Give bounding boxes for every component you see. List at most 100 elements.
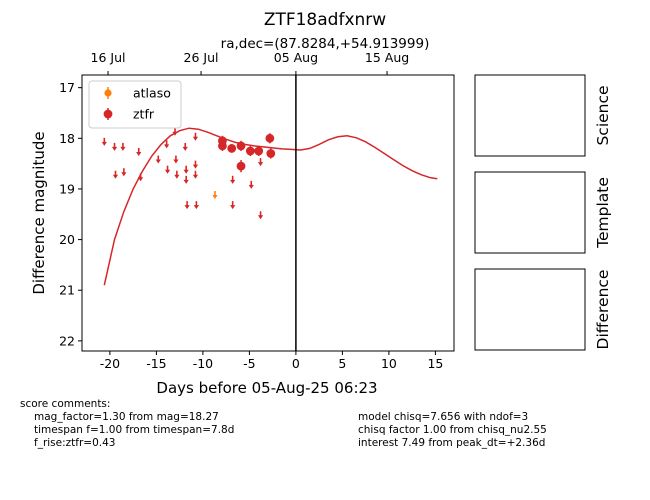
ztfr-detection-5 [245,145,255,157]
ztfr-detection-6 [254,145,264,157]
x-tick-label-1: -15 [146,356,166,371]
model-curve [103,127,438,286]
comment-interest: interest 7.49 from peak_dt=+2.36d [358,437,546,449]
ztfr-upper-limit-14 [183,165,189,174]
ztfr-point-2 [227,144,237,153]
ztfr-point-5 [245,146,255,156]
ztfr-upper-limit-16-head [184,205,190,210]
ztfr-upper-limit-9 [164,165,171,174]
ztfr-upper-limit-9-head [164,169,171,174]
ztfr-upper-limit-1-head [111,146,118,151]
ztfr-upper-limit-15 [183,175,189,184]
top-tick-label-2: 05 Aug [274,50,318,65]
ztfr-detection-2 [227,144,237,153]
ztfr-upper-limit-25 [257,211,264,220]
ztfr-upper-limit-12-head [174,174,180,179]
legend-box [88,80,182,129]
comment-chisq-factor: chisq factor 1.00 from chisq_nu2.55 [358,424,547,436]
ztfr-upper-limit-4 [121,168,127,177]
ztfr-upper-limit-8-head [164,144,170,149]
ztfr-upper-limit-18-head [192,164,199,169]
x-tick-label-2: -10 [193,356,213,371]
ztfr-upper-limit-22 [230,201,236,210]
template-panel-label: Template [594,177,612,249]
ztfr-point-1 [218,141,227,151]
ztfr-upper-limit-2 [112,170,119,179]
ztfr-upper-limit-13-head [182,146,188,151]
ztfr-upper-limit-0-head [101,141,107,146]
ztfr-upper-limit-1 [111,142,118,151]
score-comments: score comments: mag_factor=1.30 from mag… [20,398,234,450]
comment-mag-factor: mag_factor=1.30 from mag=18.27 [34,411,219,423]
ztfr-detection-4 [236,160,246,173]
x-tick-label-3: -5 [243,356,255,371]
x-tick-label-6: 10 [381,356,397,371]
y-tick-label-1: 18 [59,131,75,146]
ztfr-upper-limit-7-head [155,159,161,164]
ztfr-upper-limit-19-head [192,174,199,179]
ztfr-point-6 [254,146,264,156]
ztfr-upper-limit-6 [137,173,144,182]
model-comments: model chisq=7.656 with ndof=3 chisq fact… [358,411,547,450]
ztfr-upper-limit-13 [182,142,188,151]
chart-subtitle: ra,dec=(87.8284,+54.913999) [221,36,430,52]
ztfr-point-7 [265,133,275,143]
top-tick-label-3: 15 Aug [365,50,409,65]
ztfr-upper-limit-24 [257,158,264,167]
ztfr-upper-limit-14-head [183,169,189,174]
ztfr-upper-limit-6-head [137,177,144,182]
ztfr-upper-limit-17 [192,132,199,141]
comment-f-rise: f_rise:ztfr=0.43 [34,437,116,449]
ztfr-upper-limit-20 [193,201,199,210]
ztfr-upper-limit-8 [164,140,170,149]
ztfr-upper-limit-7 [155,155,161,164]
ztfr-point-4 [236,161,246,171]
legend-marker-ztfr [103,109,113,119]
y-tick-label-5: 22 [59,333,75,348]
comment-model-chisq: model chisq=7.656 with ndof=3 [358,411,529,423]
x-tick-label-0: -20 [100,356,120,371]
ztfr-upper-limit-21-head [230,179,236,184]
legend-label-atlaso: atlaso [133,86,171,101]
ztfr-upper-limit-21 [230,175,236,184]
plot-area: -20 -15 -10 -5 0 5 10 15 17 18 19 20 21 22 16 Jul 26 Ju… [59,50,455,371]
y-tick-label-0: 17 [59,80,75,95]
ztfr-upper-limit-11 [173,155,179,164]
y-tick-label-2: 19 [59,181,75,196]
chart-title: ZTF18adfxnrw [264,10,386,30]
ztfr-upper-limit-3 [120,142,126,151]
ztfr-upper-limit-2-head [112,174,119,179]
ztfr-upper-limit-24-head [257,162,264,167]
ztfr-detection-3 [236,140,246,151]
ztfr-upper-limit-5 [136,147,142,156]
comment-timespan: timespan f=1.00 from timespan=7.8d [34,424,235,436]
top-tick-label-1: 26 Jul [184,50,219,65]
ztfr-upper-limit-23 [248,180,254,189]
image-panels: Science Template Difference [474,74,612,351]
ztfr-upper-limit-17-head [192,136,199,141]
ztfr-detection-1 [218,140,227,151]
x-axis-label: Days before 05-Aug-25 06:23 [156,379,377,397]
x-tick-label-7: 15 [427,356,443,371]
legend-marker-atlaso [104,89,112,97]
difference-image-panel [474,268,586,351]
ztfr-upper-limit-16 [184,201,190,210]
y-axis-label: Difference magnitude [30,131,48,294]
ztfr-upper-limit-18 [192,160,199,169]
atlaso-upper-limit-0 [212,191,218,200]
ztfr-upper-limit-3-head [120,146,126,151]
difference-panel-label: Difference [594,270,612,350]
legend: atlaso ztfr [88,80,182,129]
ztfr-upper-limit-20-head [193,205,199,210]
atlaso-upper-limit-0-head [212,195,218,200]
ztfr-upper-limit-0 [101,137,107,146]
ztfr-upper-limit-23-head [248,184,254,189]
science-image-panel [474,74,586,157]
ztfr-detection-8 [266,148,276,159]
score-comments-header: score comments: [20,398,111,410]
ztfr-point-3 [236,141,246,151]
top-tick-label-0: 16 Jul [91,50,126,65]
legend-label-ztfr: ztfr [133,107,155,122]
x-tick-label-4: 0 [292,356,300,371]
